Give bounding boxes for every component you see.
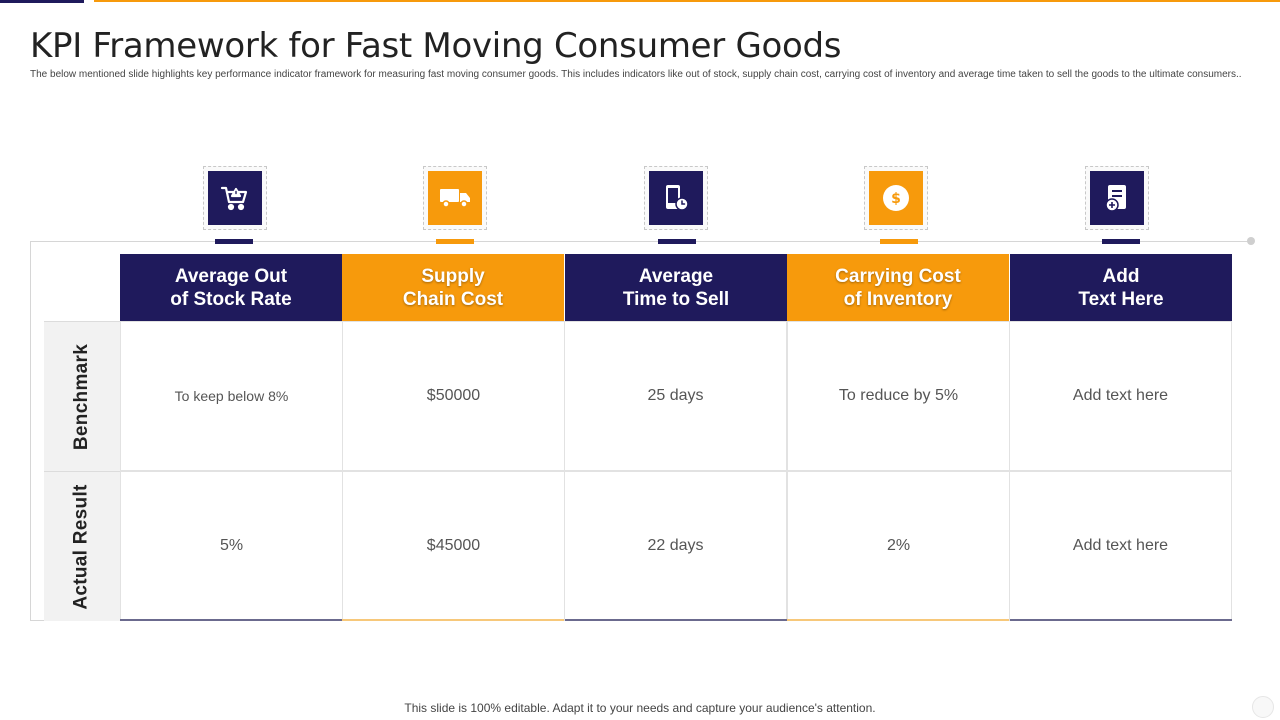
header-label: Average Out of Stock Rate — [170, 265, 292, 310]
actual-cell-stock: 5% — [120, 471, 343, 621]
frame-line-top — [30, 241, 1252, 242]
column-underline — [120, 619, 342, 621]
actual-cell-add: Add text here — [1009, 471, 1232, 621]
actual-cell-time: 22 days — [564, 471, 787, 621]
header-label: Average Time to Sell — [622, 265, 730, 310]
shopping-cart-warning-icon — [208, 171, 262, 225]
column-underline — [565, 619, 787, 621]
row-label-text: Actual Result — [71, 483, 92, 610]
top-accent-navy — [0, 0, 84, 3]
column-underline — [1010, 619, 1232, 621]
slide-title: KPI Framework for Fast Moving Consumer G… — [30, 26, 842, 66]
header-label: Supply Chain Cost — [402, 265, 504, 310]
column-underline — [342, 619, 564, 621]
icon-box-add — [1085, 166, 1149, 230]
row-label-actual: Actual Result — [44, 471, 120, 621]
icon-box-time — [644, 166, 708, 230]
icon-box-stock — [203, 166, 267, 230]
mobile-clock-icon — [649, 171, 703, 225]
frame-dot — [1247, 237, 1255, 245]
header-stock-rate: Average Out of Stock Rate — [120, 254, 342, 321]
dollar-coin-icon: $ — [869, 171, 923, 225]
icon-stub-add — [1102, 239, 1140, 244]
header-label: Carrying Cost of Inventory — [835, 265, 961, 310]
icon-box-supply — [423, 166, 487, 230]
header-add-text: Add Text Here — [1010, 254, 1232, 321]
icon-stub-carrying — [880, 239, 918, 244]
corner-decoration — [1252, 696, 1274, 718]
row-label-benchmark: Benchmark — [44, 321, 120, 471]
slide-footer: This slide is 100% editable. Adapt it to… — [404, 701, 876, 715]
frame-line-left — [30, 241, 31, 621]
header-time-to-sell: Average Time to Sell — [565, 254, 787, 321]
column-underline — [787, 619, 1009, 621]
actual-cell-supply: $45000 — [342, 471, 565, 621]
benchmark-cell-time: 25 days — [564, 321, 787, 471]
header-label: Add Text Here — [1078, 265, 1164, 310]
delivery-truck-icon — [428, 171, 482, 225]
icon-stub-stock — [215, 239, 253, 244]
icon-stub-supply — [436, 239, 474, 244]
icon-box-carrying: $ — [864, 166, 928, 230]
document-add-icon — [1090, 171, 1144, 225]
header-carrying-cost: Carrying Cost of Inventory — [787, 254, 1009, 321]
benchmark-cell-carrying: To reduce by 5% — [787, 321, 1010, 471]
benchmark-cell-add: Add text here — [1009, 321, 1232, 471]
benchmark-cell-stock: To keep below 8% — [120, 321, 343, 471]
benchmark-cell-supply: $50000 — [342, 321, 565, 471]
icon-stub-time — [658, 239, 696, 244]
header-supply-chain: Supply Chain Cost — [342, 254, 564, 321]
svg-text:$: $ — [891, 191, 901, 207]
slide-subtitle: The below mentioned slide highlights key… — [30, 69, 1242, 80]
top-accent-orange — [94, 0, 1280, 2]
row-label-text: Benchmark — [71, 343, 93, 450]
actual-cell-carrying: 2% — [787, 471, 1010, 621]
